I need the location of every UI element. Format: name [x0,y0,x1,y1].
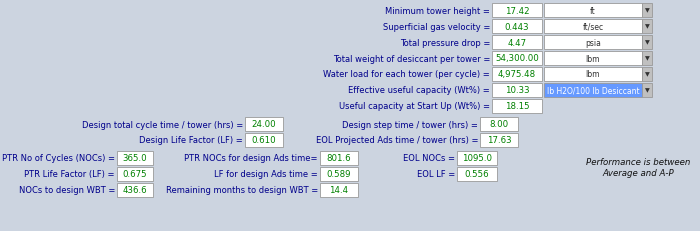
FancyBboxPatch shape [544,52,642,66]
Text: 4.47: 4.47 [508,38,526,47]
Text: 18.15: 18.15 [505,102,529,111]
Text: 17.42: 17.42 [505,6,529,15]
Text: Design Life Factor (LF) =: Design Life Factor (LF) = [139,136,243,145]
FancyBboxPatch shape [492,36,542,50]
FancyBboxPatch shape [544,36,642,50]
FancyBboxPatch shape [492,52,542,66]
Text: PTR No of Cycles (NOCs) =: PTR No of Cycles (NOCs) = [2,154,115,163]
FancyBboxPatch shape [245,134,283,147]
Text: ▼: ▼ [645,72,650,77]
FancyBboxPatch shape [642,68,652,82]
FancyBboxPatch shape [117,183,153,197]
FancyBboxPatch shape [480,134,518,147]
FancyBboxPatch shape [642,20,652,34]
Text: Remaining months to design WBT =: Remaining months to design WBT = [166,186,318,195]
FancyBboxPatch shape [642,4,652,18]
Text: 0.610: 0.610 [252,136,276,145]
Text: ▼: ▼ [645,56,650,61]
Text: ▼: ▼ [645,40,650,45]
Text: 0.443: 0.443 [505,22,529,31]
FancyBboxPatch shape [320,183,358,197]
Text: lbm: lbm [586,54,601,63]
Text: 24.00: 24.00 [252,120,276,129]
Text: 0.589: 0.589 [327,170,351,179]
Text: Design step time / tower (hrs) =: Design step time / tower (hrs) = [342,120,478,129]
FancyBboxPatch shape [642,36,652,50]
Text: Useful capacity at Start Up (Wt%) =: Useful capacity at Start Up (Wt%) = [339,102,490,111]
Text: 14.4: 14.4 [330,186,349,195]
FancyBboxPatch shape [245,118,283,131]
FancyBboxPatch shape [642,84,652,97]
Text: Water load for each tower (per cycle) =: Water load for each tower (per cycle) = [323,70,490,79]
FancyBboxPatch shape [320,151,358,165]
Text: Design total cycle time / tower (hrs) =: Design total cycle time / tower (hrs) = [82,120,243,129]
Text: lb H2O/100 lb Desiccant: lb H2O/100 lb Desiccant [547,86,639,95]
FancyBboxPatch shape [457,167,497,181]
FancyBboxPatch shape [320,167,358,181]
Text: NOCs to design WBT =: NOCs to design WBT = [19,186,115,195]
Text: 801.6: 801.6 [327,154,351,163]
FancyBboxPatch shape [457,151,497,165]
FancyBboxPatch shape [544,84,642,97]
FancyBboxPatch shape [544,68,642,82]
Text: Performance is between
Average and A-P: Performance is between Average and A-P [586,158,690,177]
Text: 0.675: 0.675 [122,170,147,179]
Text: EOL LF =: EOL LF = [416,170,455,179]
Text: EOL NOCs =: EOL NOCs = [403,154,455,163]
FancyBboxPatch shape [642,52,652,66]
FancyBboxPatch shape [492,84,542,97]
Text: PTR NOCs for design Ads time=: PTR NOCs for design Ads time= [185,154,318,163]
Text: 8.00: 8.00 [489,120,509,129]
Text: ▼: ▼ [645,24,650,29]
FancyBboxPatch shape [544,20,642,34]
Text: 365.0: 365.0 [122,154,147,163]
Text: Total pressure drop =: Total pressure drop = [400,38,490,47]
FancyBboxPatch shape [117,151,153,165]
Text: EOL Projected Ads time / tower (hrs) =: EOL Projected Ads time / tower (hrs) = [316,136,478,145]
Text: Effective useful capacity (Wt%) =: Effective useful capacity (Wt%) = [349,86,490,95]
Text: ft: ft [590,6,596,15]
Text: lbm: lbm [586,70,601,79]
Text: ▼: ▼ [645,9,650,13]
Text: psia: psia [585,38,601,47]
FancyBboxPatch shape [117,167,153,181]
Text: LF for design Ads time =: LF for design Ads time = [214,170,318,179]
Text: 54,300.00: 54,300.00 [495,54,539,63]
FancyBboxPatch shape [492,100,542,113]
Text: Superficial gas velocity =: Superficial gas velocity = [383,22,490,31]
FancyBboxPatch shape [492,20,542,34]
Text: PTR Life Factor (LF) =: PTR Life Factor (LF) = [25,170,115,179]
Text: ▼: ▼ [645,88,650,93]
Text: 4,975.48: 4,975.48 [498,70,536,79]
Text: 0.556: 0.556 [465,170,489,179]
FancyBboxPatch shape [492,68,542,82]
Text: Minimum tower height =: Minimum tower height = [385,6,490,15]
Text: 1095.0: 1095.0 [462,154,492,163]
Text: Total weight of desiccant per tower =: Total weight of desiccant per tower = [332,54,490,63]
FancyBboxPatch shape [544,4,642,18]
Text: 436.6: 436.6 [122,186,147,195]
Text: 10.33: 10.33 [505,86,529,95]
Text: ft/sec: ft/sec [582,22,603,31]
Text: 17.63: 17.63 [486,136,511,145]
FancyBboxPatch shape [492,4,542,18]
FancyBboxPatch shape [480,118,518,131]
